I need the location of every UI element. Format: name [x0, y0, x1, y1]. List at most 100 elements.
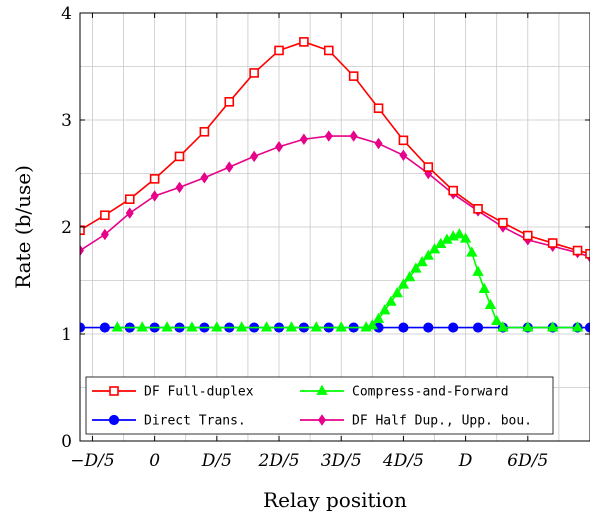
data-point-triangle — [372, 312, 385, 323]
series-diamond — [80, 130, 590, 263]
data-point-triangle — [547, 321, 559, 332]
legend-item-circle: Direct Trans. — [92, 414, 246, 429]
legend-item-diamond: DF Half Dup., Upp. bou. — [300, 414, 532, 429]
x-tick-label: 6D/5 — [507, 451, 548, 471]
data-point-square — [274, 45, 284, 56]
data-point-circle — [99, 322, 110, 333]
series-line-triangle — [117, 233, 578, 329]
x-tick-label: 0 — [149, 451, 160, 471]
data-point-triangle — [285, 321, 298, 332]
x-tick-label: D/5 — [201, 451, 232, 471]
data-point-square — [585, 248, 590, 259]
series-triangle — [111, 228, 584, 332]
data-point-diamond — [349, 130, 358, 142]
data-point-square — [299, 37, 309, 47]
data-point-triangle — [310, 321, 323, 332]
data-point-triangle — [422, 249, 434, 260]
data-point-circle — [472, 322, 484, 333]
legend-marker-diamond — [318, 414, 326, 426]
x-tick-label: 3D/5 — [321, 451, 362, 471]
data-point-square — [547, 238, 558, 248]
data-point-diamond — [150, 190, 159, 202]
data-point-diamond — [80, 244, 84, 257]
y-tick-label: 0 — [61, 432, 72, 452]
data-point-circle — [398, 322, 409, 333]
data-point-triangle — [416, 255, 428, 267]
data-point-square — [348, 71, 359, 81]
data-point-diamond — [175, 181, 184, 194]
data-point-triangle — [186, 321, 198, 332]
data-point-circle — [423, 322, 434, 333]
data-point-diamond — [100, 228, 109, 241]
data-point-square — [398, 135, 409, 146]
data-point-square — [323, 45, 334, 56]
data-point-triangle — [385, 295, 397, 306]
data-point-triangle — [136, 321, 148, 332]
data-point-triangle — [484, 298, 497, 310]
x-tick-label: D — [458, 451, 473, 471]
data-point-triangle — [478, 282, 490, 293]
series-square — [80, 37, 590, 259]
x-tick-label: 2D/5 — [258, 451, 300, 471]
series-line-square — [80, 41, 590, 255]
y-tick-label: 3 — [61, 111, 72, 131]
data-point-diamond — [299, 133, 308, 145]
legend-box — [85, 376, 554, 435]
data-point-triangle — [403, 270, 416, 282]
data-point-square — [100, 210, 110, 221]
series-group — [80, 37, 590, 333]
data-point-diamond — [399, 149, 408, 162]
legend-label: DF Half Dup., Upp. bou. — [352, 414, 532, 429]
legend-item-square: DF Full-duplex — [92, 385, 254, 400]
data-point-diamond — [324, 130, 333, 142]
data-point-square — [473, 204, 483, 214]
data-point-triangle — [522, 321, 534, 332]
data-point-diamond — [200, 172, 209, 184]
data-point-triangle — [466, 246, 478, 257]
legend-marker-triangle — [316, 384, 328, 395]
data-point-triangle — [571, 321, 584, 332]
legend-label: DF Full-duplex — [144, 385, 254, 400]
data-point-triangle — [428, 243, 441, 254]
data-point-triangle — [397, 278, 410, 289]
legend-item-triangle: Compress-and-Forward — [300, 385, 509, 400]
data-point-diamond — [374, 137, 383, 150]
data-point-triangle — [453, 228, 466, 239]
y-axis-label: Rate (b/use) — [11, 165, 35, 289]
data-point-square — [448, 185, 458, 196]
data-point-triangle — [497, 321, 509, 332]
legend: DF Full-duplex Compress-and-Forward Direct… — [85, 376, 554, 435]
data-point-triangle — [161, 321, 173, 332]
data-point-triangle — [491, 314, 503, 326]
y-tick-label: 4 — [61, 4, 72, 24]
data-point-diamond — [250, 150, 259, 163]
data-point-square — [249, 68, 259, 78]
x-tick-label: 4D/5 — [382, 451, 424, 471]
data-point-triangle — [260, 321, 273, 332]
data-point-triangle — [472, 265, 484, 276]
data-point-square — [149, 174, 160, 184]
data-point-triangle — [379, 304, 391, 315]
legend-marker-circle — [108, 414, 120, 426]
data-point-triangle — [410, 262, 422, 273]
data-point-diamond — [125, 207, 134, 219]
data-point-square — [124, 194, 135, 204]
data-point-circle — [584, 322, 590, 333]
x-tick-label: −D/5 — [70, 451, 114, 471]
data-point-triangle — [236, 321, 248, 332]
legend-label: Compress-and-Forward — [352, 385, 509, 400]
data-point-square — [523, 230, 533, 241]
data-point-square — [423, 162, 434, 172]
data-point-square — [498, 217, 508, 228]
x-axis-label: Relay position — [263, 488, 407, 512]
data-point-circle — [448, 322, 459, 333]
data-point-square — [80, 225, 85, 236]
y-tick-label: 2 — [61, 218, 72, 238]
series-line-diamond — [80, 135, 590, 258]
data-point-diamond — [225, 161, 234, 173]
y-tick-label: 1 — [61, 325, 72, 345]
data-point-diamond — [275, 141, 284, 153]
legend-marker-square — [109, 386, 119, 396]
data-point-square — [199, 126, 210, 137]
